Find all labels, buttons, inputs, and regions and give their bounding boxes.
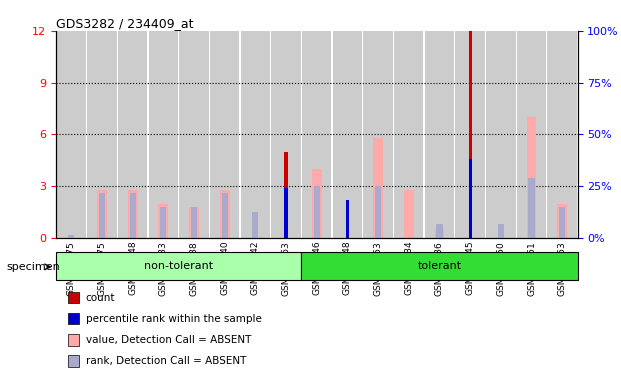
Text: specimen: specimen (6, 262, 60, 272)
Bar (271, 31, 301, 238)
Bar (498, 224, 504, 238)
Bar (99, 193, 105, 238)
Bar (527, 117, 537, 238)
Bar (301, 252, 578, 280)
Text: tolerant: tolerant (417, 261, 461, 271)
Bar (528, 177, 535, 238)
Bar (97, 190, 107, 238)
Bar (284, 152, 288, 238)
Bar (240, 31, 270, 238)
Bar (455, 31, 485, 238)
Bar (118, 31, 147, 238)
Bar (469, 159, 472, 238)
Bar (469, 31, 472, 238)
Bar (425, 31, 454, 238)
Bar (284, 188, 288, 238)
Bar (128, 190, 137, 238)
Bar (56, 252, 301, 280)
Bar (333, 31, 362, 238)
Bar (87, 31, 117, 238)
Bar (314, 186, 320, 238)
Bar (346, 221, 349, 238)
Bar (548, 31, 577, 238)
Text: non-tolerant: non-tolerant (144, 261, 213, 271)
Text: percentile rank within the sample: percentile rank within the sample (86, 314, 261, 324)
Bar (130, 193, 135, 238)
Bar (222, 193, 228, 238)
Bar (220, 190, 230, 238)
Bar (158, 204, 168, 238)
Text: rank, Detection Call = ABSENT: rank, Detection Call = ABSENT (86, 356, 246, 366)
Bar (160, 207, 166, 238)
Bar (363, 31, 393, 238)
Text: value, Detection Call = ABSENT: value, Detection Call = ABSENT (86, 335, 251, 345)
Bar (57, 31, 86, 238)
Bar (346, 200, 349, 238)
Bar (557, 204, 567, 238)
Bar (486, 31, 515, 238)
Bar (437, 224, 443, 238)
Bar (394, 31, 424, 238)
Bar (375, 186, 381, 238)
Bar (191, 207, 197, 238)
Bar (404, 190, 414, 238)
Text: count: count (86, 293, 116, 303)
Bar (435, 230, 445, 238)
Bar (210, 31, 239, 238)
Bar (179, 31, 209, 238)
Bar (148, 31, 178, 238)
Bar (252, 212, 258, 238)
Text: GDS3282 / 234409_at: GDS3282 / 234409_at (56, 17, 193, 30)
Bar (559, 207, 565, 238)
Bar (373, 138, 383, 238)
Bar (517, 31, 546, 238)
Bar (68, 235, 75, 238)
Bar (302, 31, 332, 238)
Bar (189, 207, 199, 238)
Bar (312, 169, 322, 238)
